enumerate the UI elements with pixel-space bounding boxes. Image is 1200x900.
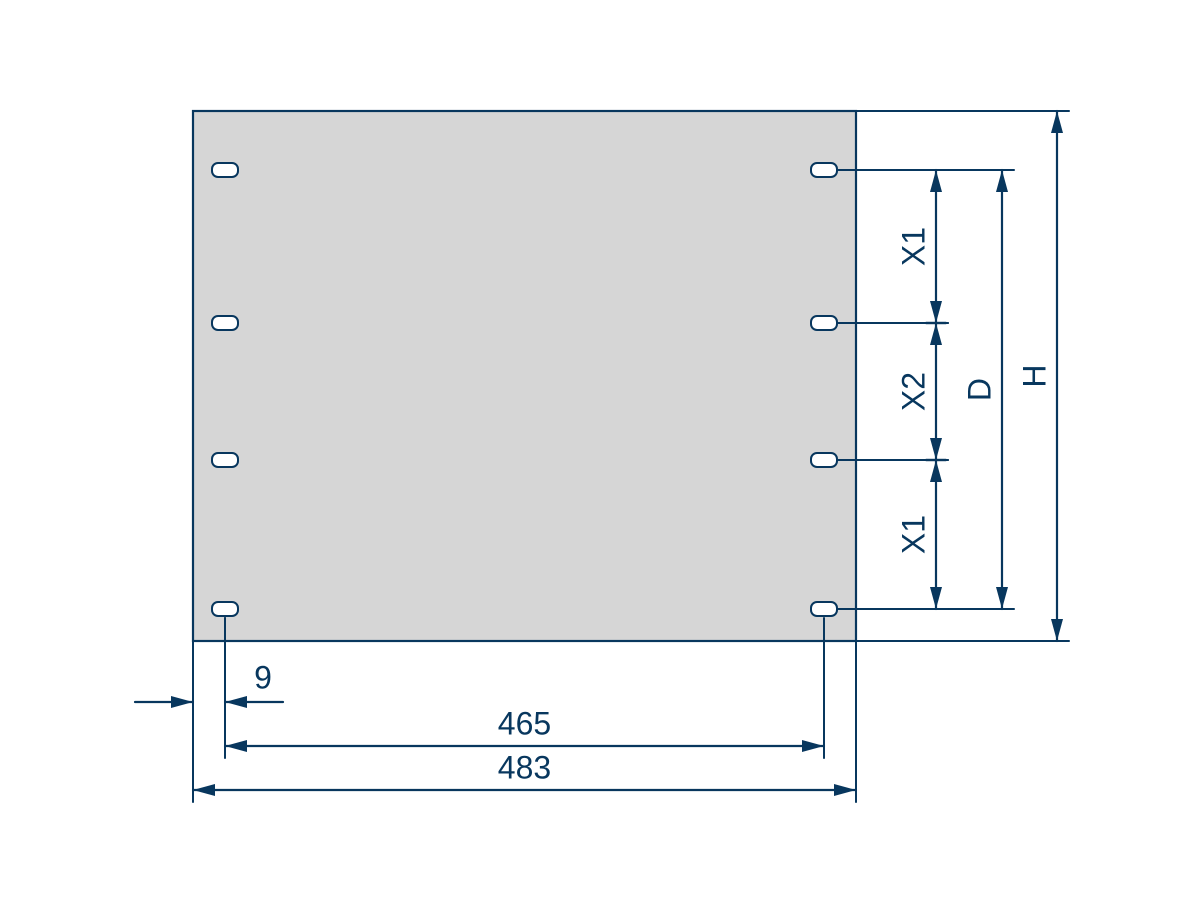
dim-label-X1-bottom: X1 [895, 515, 931, 554]
technical-drawing: 483 465 9 HD X1 X2 X1 [0, 0, 1200, 900]
panel [193, 111, 856, 641]
dim-label-483: 483 [498, 749, 551, 785]
dim-label-465: 465 [498, 705, 551, 741]
dim-label-H: H [1016, 364, 1052, 387]
bottom-dimensions: 483 465 9 [135, 618, 856, 802]
right-dimensions: HD X1 X2 X1 [838, 111, 1069, 641]
dim-label-X2: X2 [895, 372, 931, 411]
dim-label-D: D [961, 378, 997, 401]
dim-label-9: 9 [254, 659, 272, 695]
dim-label-X1-top: X1 [895, 227, 931, 266]
